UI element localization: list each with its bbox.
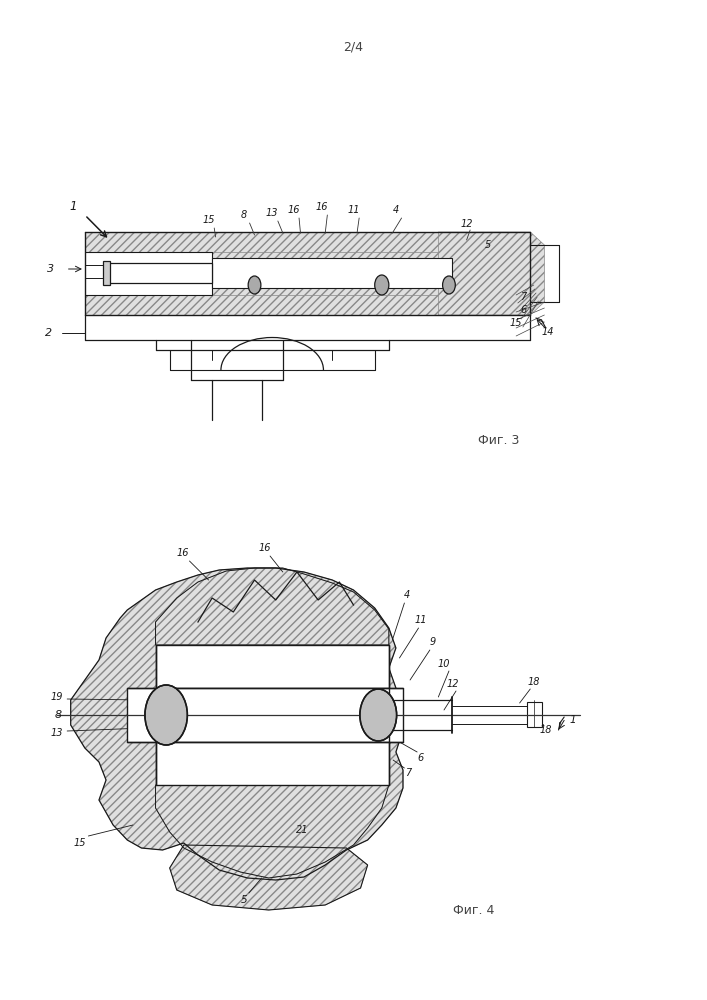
Text: 15: 15	[74, 838, 86, 848]
Polygon shape	[212, 258, 452, 288]
Text: 8: 8	[241, 210, 247, 220]
Text: 12: 12	[446, 679, 459, 689]
Text: Фиг. 3: Фиг. 3	[478, 434, 519, 446]
Polygon shape	[360, 689, 397, 741]
Text: 4: 4	[404, 590, 410, 600]
Text: 16: 16	[315, 202, 328, 212]
Text: 8: 8	[55, 710, 62, 720]
Text: 3: 3	[47, 264, 54, 274]
Text: 10: 10	[438, 659, 450, 669]
Circle shape	[360, 689, 397, 741]
Polygon shape	[71, 568, 403, 880]
Text: 7: 7	[406, 768, 411, 778]
Bar	[527, 702, 542, 727]
Text: 16: 16	[287, 205, 300, 215]
Text: 7: 7	[520, 292, 526, 302]
Text: 5: 5	[240, 895, 247, 905]
Polygon shape	[156, 742, 389, 785]
Text: 18: 18	[527, 677, 540, 687]
Text: 21: 21	[296, 825, 309, 835]
Text: 11: 11	[347, 205, 360, 215]
Text: 2/4: 2/4	[344, 40, 363, 53]
Text: 1: 1	[569, 715, 576, 725]
Text: 19: 19	[50, 692, 63, 702]
Polygon shape	[156, 785, 389, 878]
Polygon shape	[145, 685, 187, 745]
Text: 4: 4	[393, 205, 399, 215]
Text: 16: 16	[259, 543, 271, 553]
Text: 5: 5	[485, 240, 491, 250]
Text: 18: 18	[539, 725, 552, 735]
Text: 1: 1	[69, 200, 76, 213]
Text: 11: 11	[414, 615, 427, 625]
Text: 6: 6	[520, 305, 526, 315]
Text: 12: 12	[460, 219, 473, 229]
Circle shape	[443, 276, 455, 294]
Circle shape	[248, 276, 261, 294]
Text: 13: 13	[50, 728, 63, 738]
Polygon shape	[127, 688, 403, 742]
Polygon shape	[212, 252, 460, 295]
Text: 15: 15	[510, 318, 522, 328]
Polygon shape	[156, 645, 389, 688]
Polygon shape	[156, 742, 389, 785]
Circle shape	[375, 275, 389, 295]
Text: 2: 2	[45, 328, 52, 338]
Text: Фиг. 4: Фиг. 4	[453, 904, 494, 916]
Polygon shape	[106, 263, 212, 283]
Polygon shape	[85, 232, 530, 315]
Text: 13: 13	[266, 208, 279, 218]
Text: 14: 14	[542, 327, 554, 337]
Polygon shape	[156, 568, 389, 645]
Text: 6: 6	[418, 753, 423, 763]
Text: 15: 15	[202, 215, 215, 225]
Polygon shape	[438, 232, 544, 315]
Polygon shape	[156, 645, 389, 688]
Circle shape	[145, 685, 187, 745]
Text: 16: 16	[176, 548, 189, 558]
Polygon shape	[170, 845, 368, 910]
Text: 9: 9	[430, 637, 436, 647]
Bar	[103, 261, 110, 285]
